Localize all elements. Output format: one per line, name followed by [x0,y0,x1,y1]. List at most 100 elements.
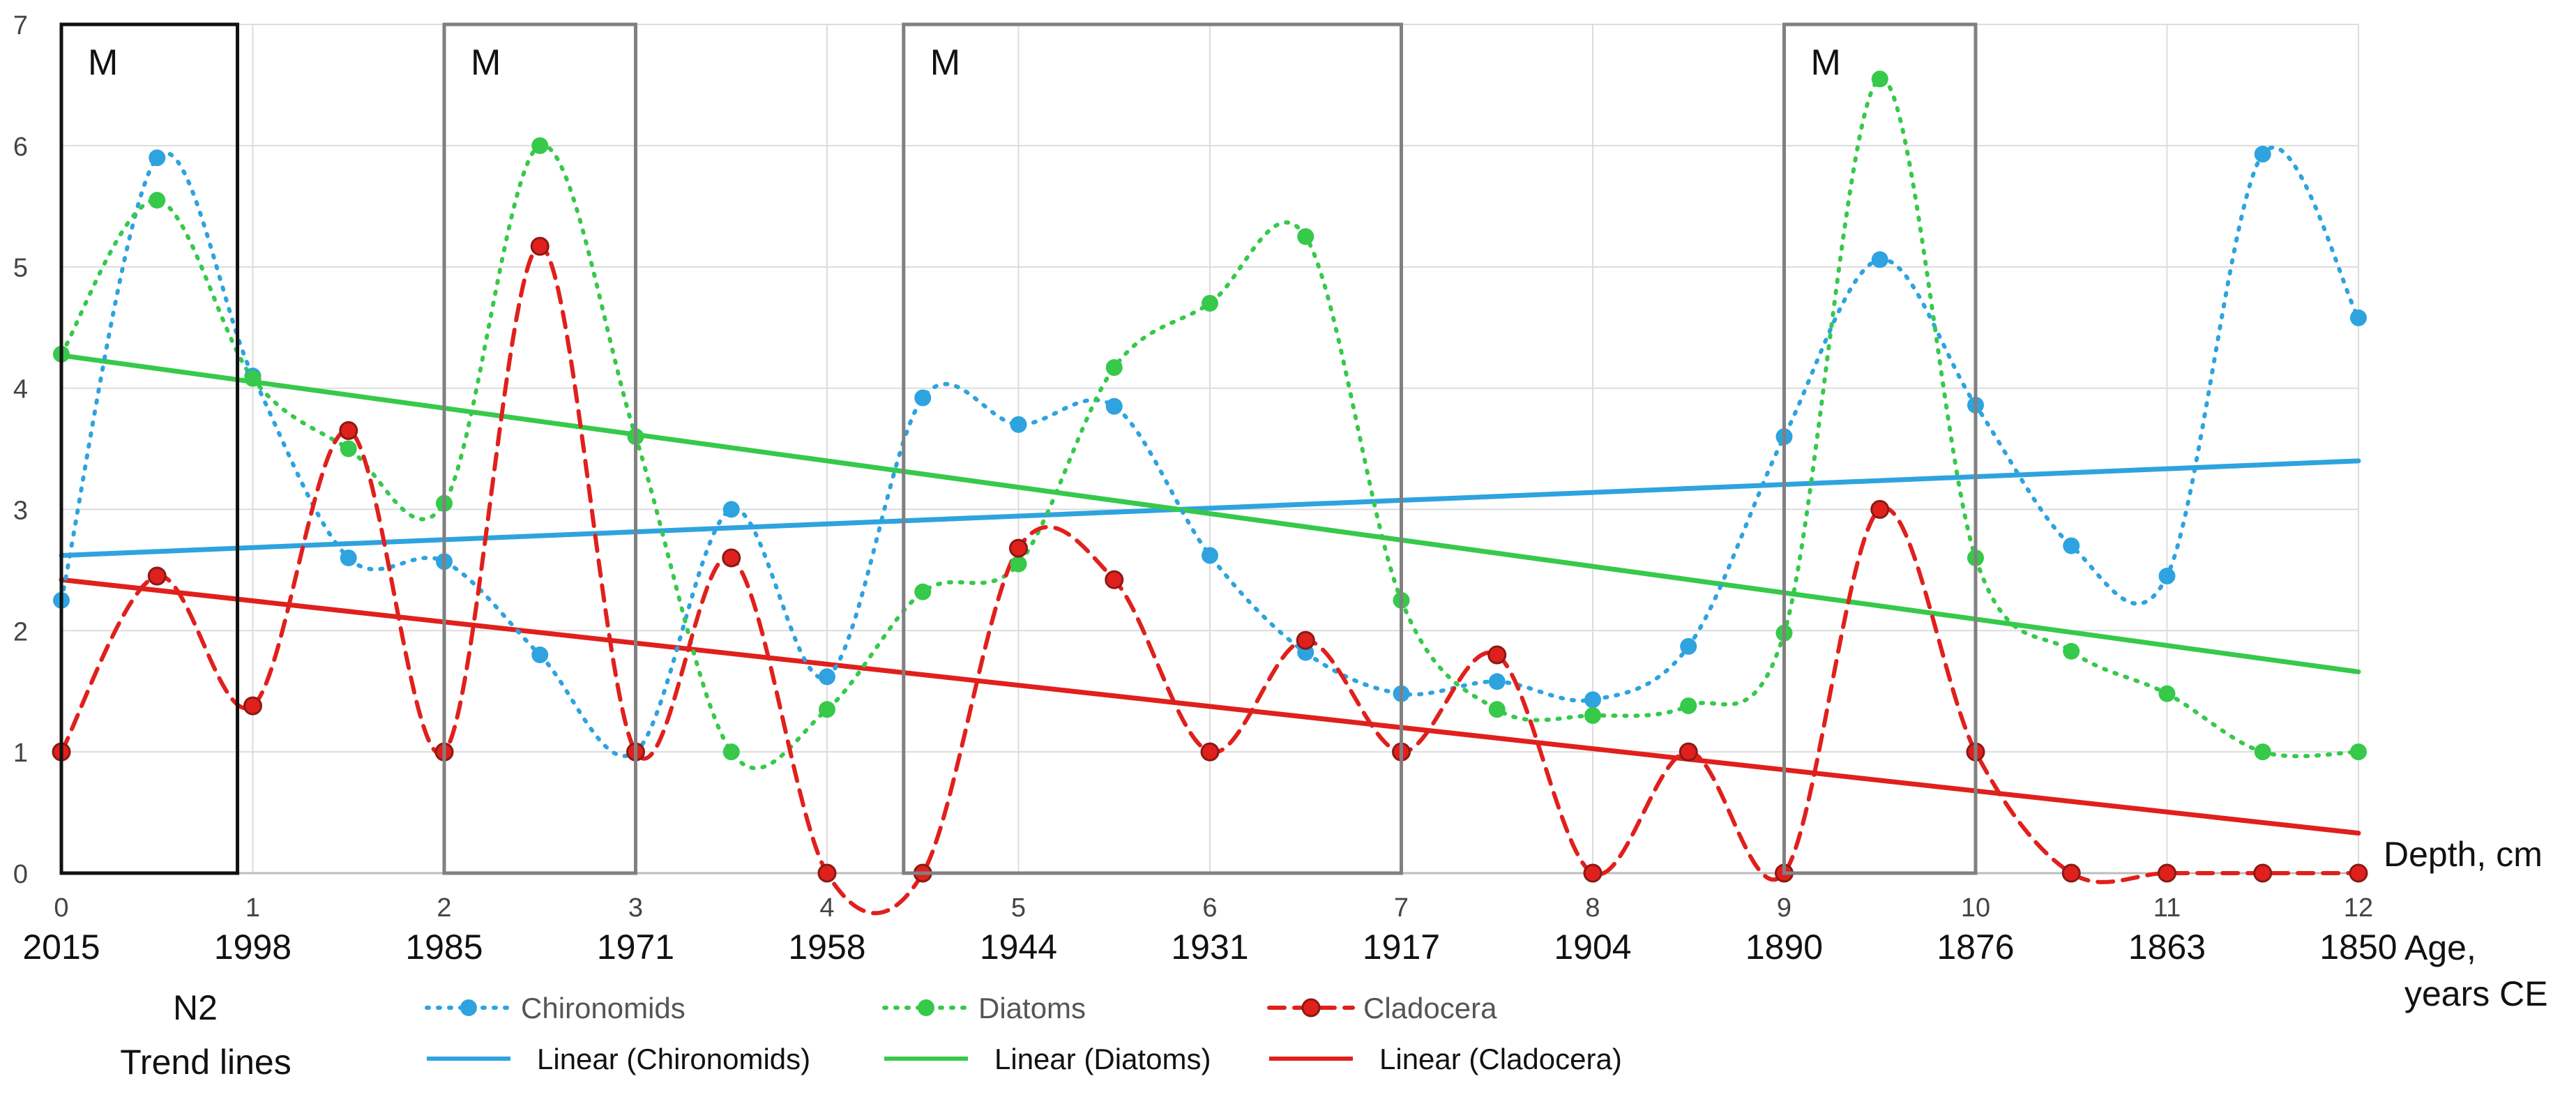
x-tick-label: 0 [54,893,68,923]
data-point-cladocera [1583,863,1603,883]
data-point-diatoms [1488,701,1506,718]
x-tick-label: 2 [437,893,451,923]
data-point-diatoms [2350,743,2367,761]
marked-interval-label: M [930,43,960,83]
y-tick-label: 6 [13,133,28,162]
age-tick-label: 1917 [1363,928,1440,967]
y-tick-label: 3 [13,496,28,525]
data-point-diatoms [2158,685,2176,702]
data-point-diatoms [1297,228,1314,245]
y-tick-label: 7 [13,11,28,40]
data-point-cladocera [1487,645,1507,665]
data-point-chironomids [1871,251,1888,268]
data-point-chironomids [1010,416,1027,433]
data-point-diatoms [819,701,835,718]
data-point-cladocera [339,421,358,440]
legend-marker-diatoms [918,999,934,1016]
data-point-diatoms [722,743,740,761]
series-line-diatoms [59,77,2361,771]
data-point-diatoms [531,137,549,154]
age-tick-label: 1958 [788,928,865,967]
y-tick-label: 5 [13,254,28,283]
y-tick-label: 2 [13,617,28,646]
data-point-cladocera [2158,863,2176,883]
data-point-diatoms [914,583,932,600]
data-point-diatoms [1105,359,1123,377]
data-point-cladocera [243,696,262,716]
data-point-chironomids [1202,547,1218,564]
data-point-cladocera [147,566,167,586]
data-point-diatoms [244,370,262,387]
x-tick-label: 1 [245,893,260,923]
y-tick-label: 1 [13,739,28,768]
legend-title-trend-lines: Trend lines [120,1043,291,1082]
x-tick-label: 10 [1961,893,1990,923]
marked-interval-label: M [1811,43,1841,83]
legend-title-n2: N2 [173,988,218,1027]
marked-interval-box [59,22,240,875]
data-point-diatoms [1680,697,1697,715]
x-axis-label: Depth, cm [2384,835,2543,874]
legend-label-linear-cladocera: Linear (Cladocera) [1379,1043,1622,1075]
age-tick-label: 1998 [214,928,291,967]
age-tick-label: 2015 [22,928,100,967]
data-point-diatoms [149,192,166,209]
series-line-chironomids [59,145,2361,758]
legend-label-diatoms: Diatoms [978,992,1086,1024]
data-point-cladocera [530,236,550,256]
data-point-cladocera [1870,499,1890,519]
data-point-chironomids [1584,691,1601,709]
age-tick-label: 1863 [2128,928,2206,967]
data-point-chironomids [531,646,549,664]
data-point-diatoms [1871,70,1888,88]
x-tick-label: 4 [819,893,834,923]
data-point-chironomids [914,389,932,407]
data-point-cladocera [2253,863,2273,883]
data-point-cladocera [817,863,837,883]
data-point-chironomids [340,549,357,566]
x-tick-label: 7 [1394,893,1409,923]
age-axis-ticks: 2015 1998 1985 1971 1958 1944 1931 1917 1904 1890… [22,928,2397,967]
age-axis-label-line2: years CE [2404,974,2548,1013]
marked-interval-label: M [471,43,501,83]
legend-label-cladocera: Cladocera [1363,992,1497,1024]
marked-interval-label: M [88,43,118,83]
x-tick-label: 12 [2344,893,2373,923]
legend-label-chironomids: Chironomids [521,992,685,1024]
data-point-chironomids [819,668,835,686]
data-point-diatoms [340,440,357,457]
y-tick-label: 4 [13,375,28,404]
data-point-chironomids [2254,146,2271,163]
marked-interval-box [902,22,1404,875]
data-point-chironomids [722,501,740,518]
data-point-chironomids [2063,537,2080,554]
data-point-chironomids [1488,673,1506,690]
data-point-chironomids [149,149,166,167]
data-point-cladocera [2349,863,2368,883]
age-tick-label: 1971 [597,928,674,967]
x-tick-label: 5 [1011,893,1026,923]
marked-interval-box [442,22,637,875]
age-tick-label: 1890 [1745,928,1823,967]
data-point-chironomids [2158,568,2176,585]
data-point-diatoms [2254,743,2271,761]
legend-label-linear-diatoms: Linear (Diatoms) [994,1043,1211,1075]
age-tick-label: 1985 [405,928,483,967]
data-point-cladocera [722,548,741,568]
x-tick-label: 8 [1585,893,1600,923]
data-point-diatoms [1202,294,1218,312]
age-tick-label: 1944 [980,928,1057,967]
data-point-chironomids [1105,398,1123,415]
age-tick-label: 1931 [1171,928,1248,967]
x-tick-label: 6 [1202,893,1217,923]
legend-marker-chironomids [460,999,477,1016]
data-point-cladocera [1105,570,1124,589]
x-tick-label: 9 [1777,893,1791,923]
age-axis-label-line1: Age, [2404,928,2476,967]
data-point-cladocera [2061,863,2081,883]
age-tick-label: 1904 [1554,928,1631,967]
age-tick-label: 1876 [1937,928,2014,967]
data-point-chironomids [2350,309,2367,326]
legend-label-linear-chironomids: Linear (Chironomids) [537,1043,810,1075]
